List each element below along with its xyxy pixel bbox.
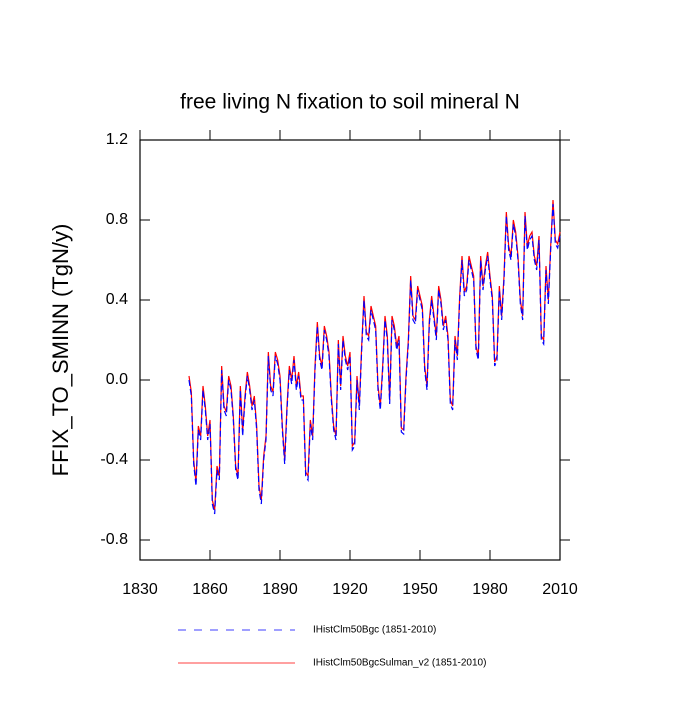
y-tick-label: 0.4 <box>106 291 128 308</box>
x-tick-label: 1920 <box>332 581 368 598</box>
y-tick-label: 1.2 <box>106 131 128 148</box>
y-tick-label: -0.8 <box>100 531 128 548</box>
legend-label: IHistClm50Bgc (1851-2010) <box>313 625 436 636</box>
chart-title: free living N fixation to soil mineral N <box>180 91 520 114</box>
x-tick-label: 1830 <box>122 581 158 598</box>
y-tick-label: 0.0 <box>106 371 128 388</box>
y-tick-label: -0.4 <box>100 451 128 468</box>
y-axis-label: FFIX_TO_SMINN (TgN/y) <box>48 224 73 477</box>
x-tick-label: 1980 <box>472 581 508 598</box>
x-tick-label: 1950 <box>402 581 438 598</box>
y-tick-label: 0.8 <box>106 211 128 228</box>
series-line <box>188 199 561 511</box>
x-tick-label: 1890 <box>262 581 298 598</box>
x-tick-label: 2010 <box>542 581 578 598</box>
x-tick-label: 1860 <box>192 581 228 598</box>
series-line <box>188 203 561 515</box>
legend-label: IHistClm50BgcSulman_v2 (1851-2010) <box>313 658 486 669</box>
